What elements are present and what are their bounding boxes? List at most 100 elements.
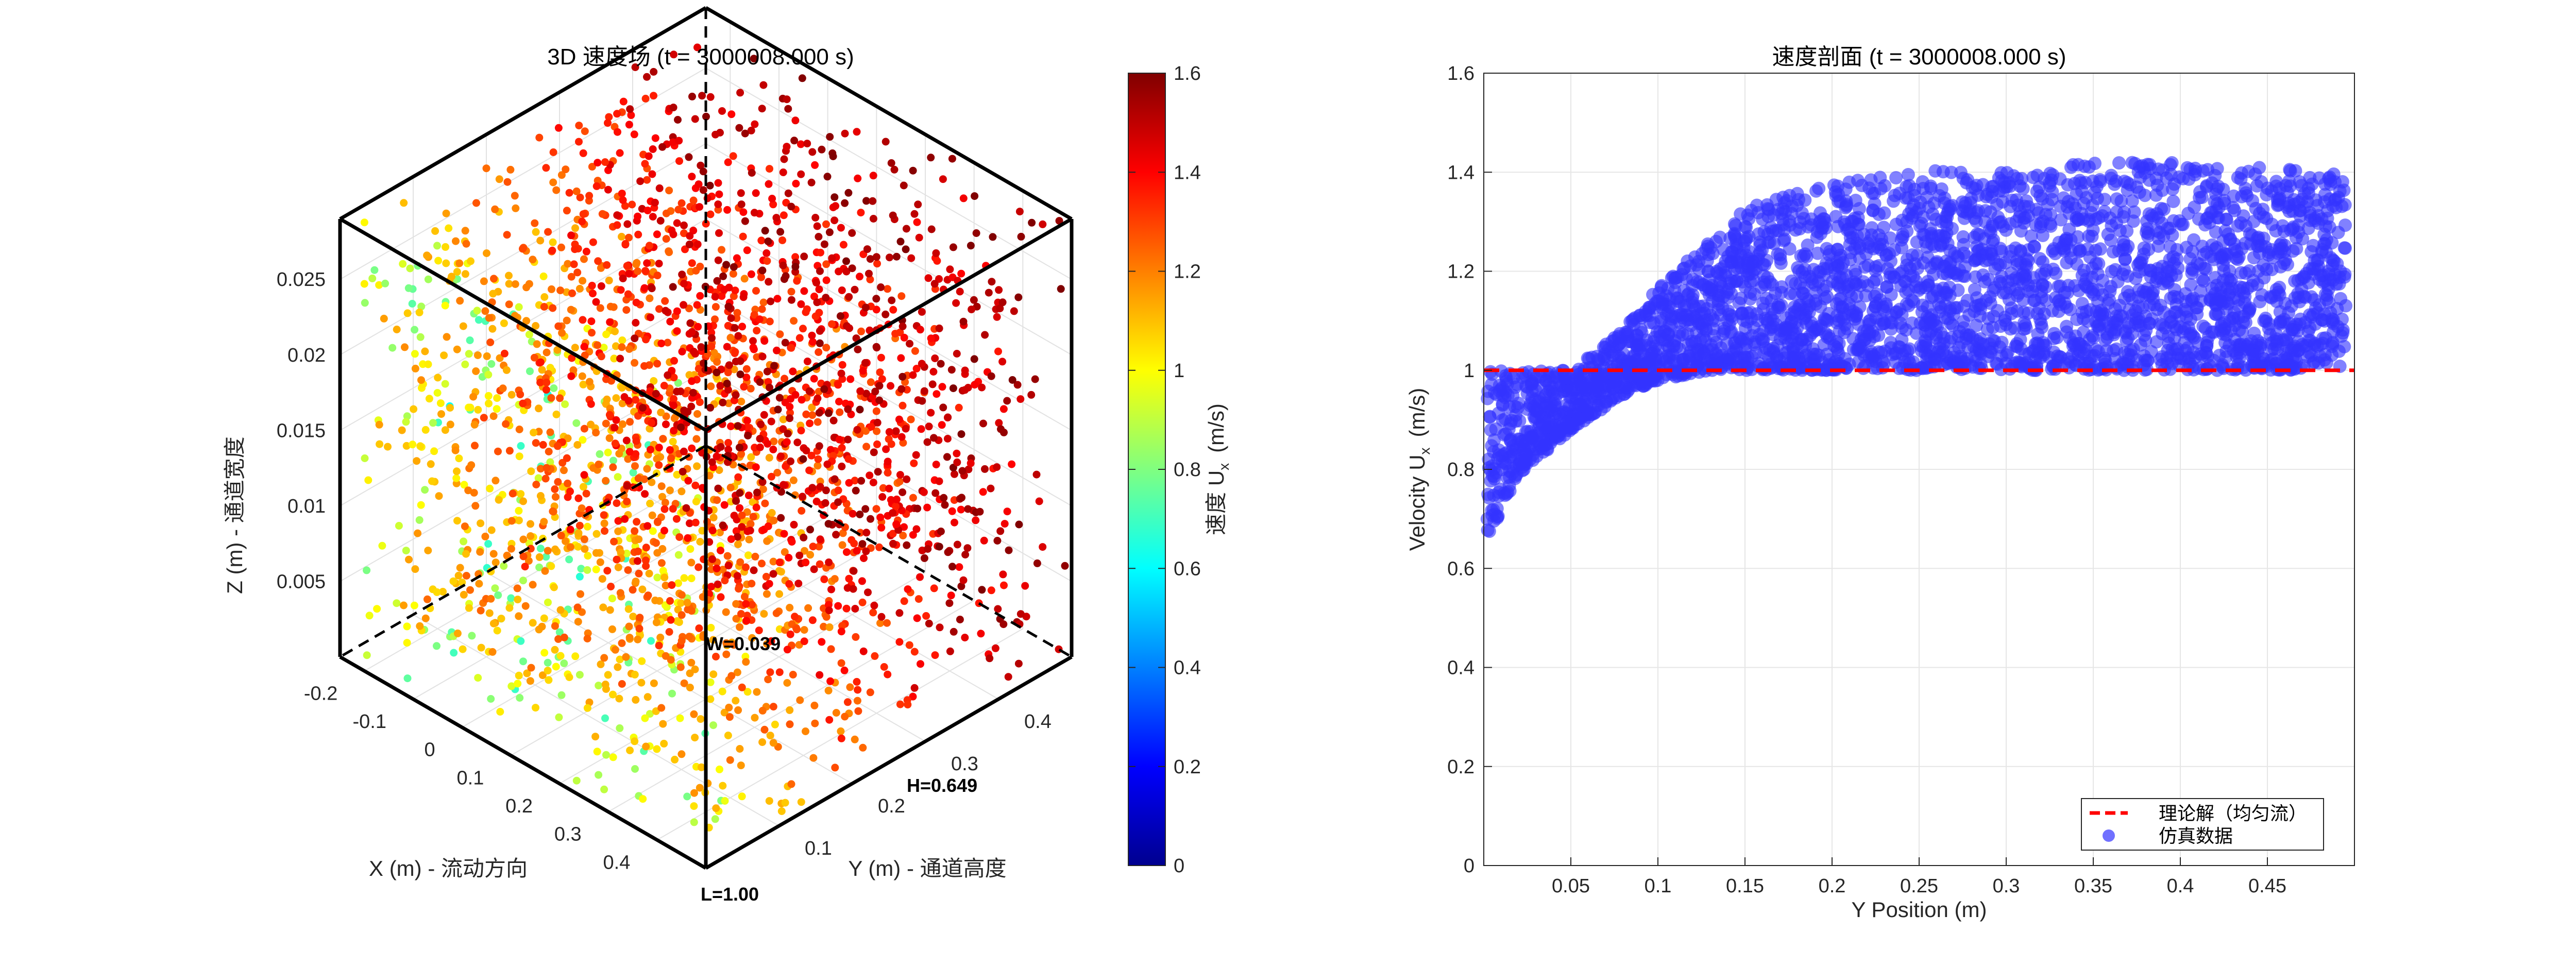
scatter-point-3d — [659, 435, 667, 443]
scatter-point-3d — [544, 598, 552, 606]
scatter-point-3d — [730, 292, 738, 300]
scatter-point-3d — [536, 545, 545, 553]
scatter-point-3d — [816, 535, 824, 544]
scatter-point-3d — [904, 585, 912, 594]
scatter-point-3d — [897, 385, 906, 393]
scatter-point-3d — [852, 633, 860, 641]
scatter-point-3d — [875, 382, 884, 390]
3d-scatter-points — [360, 43, 1069, 832]
scatter-point-3d — [892, 520, 901, 528]
scatter-point-3d — [587, 420, 595, 429]
scatter-point-3d — [662, 652, 670, 660]
scatter-point-3d — [739, 232, 747, 241]
scatter-point-3d — [596, 304, 604, 312]
scatter-point-3d — [461, 270, 469, 278]
sim-data-point — [1929, 212, 1943, 226]
scatter-point-3d — [456, 297, 464, 305]
scatter-point-3d — [706, 93, 715, 101]
scatter-point-3d — [953, 458, 961, 466]
scatter-point-3d — [791, 253, 800, 261]
scatter-point-3d — [800, 637, 808, 646]
scatter-point-3d — [1013, 381, 1022, 389]
scatter-point-3d — [598, 210, 606, 218]
scatter-point-3d — [611, 439, 619, 448]
scatter-point-3d — [421, 426, 430, 434]
scatter-point-3d — [456, 564, 464, 572]
scatter-point-3d — [825, 716, 834, 724]
scatter-point-3d — [744, 492, 753, 500]
scatter-point-3d — [780, 155, 788, 163]
scatter-point-3d — [859, 647, 868, 655]
scatter-point-3d — [536, 465, 545, 473]
scatter-point-3d — [615, 694, 623, 703]
scatter-point-3d — [720, 501, 728, 509]
scatter-point-3d — [675, 157, 683, 165]
scatter-point-3d — [573, 441, 582, 449]
scatter-point-3d — [557, 243, 565, 251]
scatter-point-3d — [866, 471, 874, 480]
scatter-point-3d — [899, 488, 907, 496]
scatter-point-3d — [539, 272, 548, 280]
scatter-point-3d — [895, 415, 903, 423]
scatter-point-3d — [421, 347, 429, 355]
scatter-point-3d — [985, 289, 993, 297]
scatter-point-3d — [693, 410, 701, 418]
scatter-point-3d — [541, 567, 549, 575]
sim-data-point — [1928, 164, 1942, 178]
scatter-point-3d — [751, 120, 759, 128]
scatter-point-3d — [837, 628, 845, 636]
scatter-point-3d — [571, 245, 579, 253]
scatter-point-3d — [742, 617, 751, 625]
scatter-point-3d — [779, 168, 787, 176]
scatter-point-3d — [484, 370, 493, 379]
scatter-point-3d — [856, 405, 864, 414]
scatter-point-3d — [877, 613, 886, 621]
scatter-point-3d — [912, 365, 921, 372]
scatter-point-3d — [616, 354, 624, 363]
scatter-point-3d — [802, 410, 810, 418]
scatter-point-3d — [655, 461, 663, 469]
scatter-point-3d — [802, 558, 810, 567]
scatter-point-3d — [826, 133, 834, 141]
scatter-point-3d — [853, 697, 861, 705]
scatter-point-3d — [660, 739, 668, 748]
scatter-point-3d — [1028, 218, 1036, 227]
scatter-point-3d — [416, 622, 424, 630]
scatter-point-3d — [467, 257, 474, 265]
scatter-point-3d — [585, 378, 594, 386]
scatter-point-3d — [673, 327, 681, 335]
scatter-point-3d — [540, 649, 549, 657]
scatter-point-3d — [791, 613, 799, 621]
scatter-point-3d — [489, 412, 498, 420]
scatter-point-3d — [711, 303, 720, 311]
scatter-point-3d — [483, 249, 490, 257]
scatter-point-3d — [641, 267, 650, 275]
scatter-point-3d — [822, 613, 831, 621]
scatter-point-3d — [798, 74, 806, 82]
scatter-point-3d — [496, 708, 504, 716]
scatter-point-3d — [753, 488, 761, 497]
scatter-point-3d — [686, 684, 694, 691]
scatter-point-3d — [618, 336, 626, 344]
scatter-point-3d — [711, 293, 719, 301]
scatter-point-3d — [779, 425, 787, 433]
scatter-point-3d — [527, 532, 535, 540]
scatter-point-3d — [442, 259, 450, 267]
scatter-point-3d — [748, 580, 756, 588]
scatter-point-3d — [643, 259, 651, 267]
scatter-point-3d — [666, 486, 674, 495]
scatter-point-3d — [546, 364, 554, 372]
scatter-point-3d — [567, 372, 575, 380]
scatter-point-3d — [645, 569, 653, 578]
scatter-point-3d — [517, 442, 525, 450]
sim-data-point — [1852, 202, 1866, 216]
scatter-point-3d — [662, 420, 670, 429]
scatter-point-3d — [872, 253, 880, 261]
scatter-point-3d — [675, 137, 683, 145]
scatter-point-3d — [783, 143, 791, 151]
scatter-point-3d — [535, 404, 543, 413]
sim-data-point — [1900, 215, 1914, 229]
scatter-point-3d — [647, 446, 654, 454]
scatter-point-3d — [1031, 375, 1039, 383]
scatter-point-3d — [718, 107, 726, 115]
